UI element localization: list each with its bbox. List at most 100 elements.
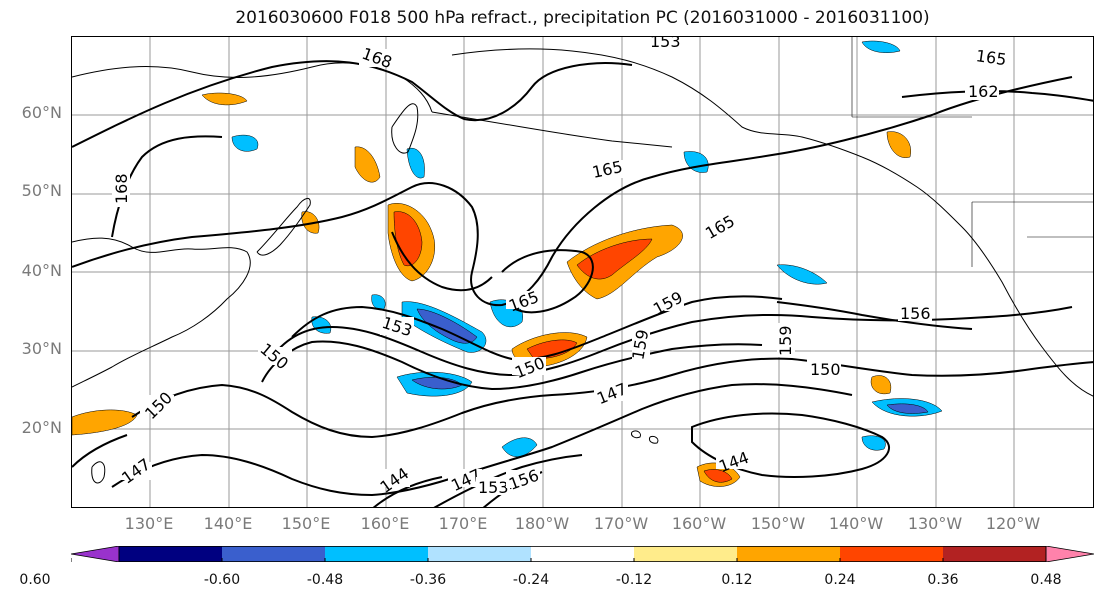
political-boundaries xyxy=(851,37,1093,267)
colorbar-tick-label: 0.36 xyxy=(927,572,959,588)
precip-negative-core xyxy=(416,308,478,344)
lon-label-160w: 160°W xyxy=(671,514,727,533)
coastline-alaska xyxy=(451,48,863,158)
contour-label: 144 xyxy=(376,464,412,497)
lon-label-120w: 120°W xyxy=(985,514,1041,533)
colorbar-segment xyxy=(531,546,634,562)
lon-label-140e: 140°E xyxy=(203,514,253,533)
lon-label-170e: 170°E xyxy=(438,514,488,533)
contour-165 xyxy=(72,76,1073,307)
contour-label: 162 xyxy=(968,82,999,101)
colorbar-extend-high xyxy=(1045,546,1094,562)
coastline-philippines xyxy=(91,461,106,484)
contour-168 xyxy=(111,135,223,238)
colorbar-segment xyxy=(325,546,428,562)
colorbar xyxy=(71,546,1094,562)
coastline-north-america-west xyxy=(861,156,1093,397)
colorbar-segment xyxy=(222,546,325,562)
precip-positive-core xyxy=(576,238,653,280)
precip-positive-region xyxy=(870,375,892,395)
colorbar-tick-label: 0.12 xyxy=(721,572,753,588)
precip-positive-region xyxy=(201,92,248,106)
precip-positive-region xyxy=(354,146,381,183)
colorbar-tick-label: 0.48 xyxy=(1030,572,1062,588)
contour-label: 159 xyxy=(776,325,795,356)
colorbar-segment xyxy=(634,546,737,562)
lat-label-60n: 60°N xyxy=(21,103,62,122)
precip-positive-core xyxy=(703,469,733,483)
colorbar-segment xyxy=(737,546,840,562)
lat-label-50n: 50°N xyxy=(21,181,62,200)
contour-label: 147 xyxy=(118,455,154,488)
graticule xyxy=(72,37,1093,507)
contour-label: 150 xyxy=(810,360,841,379)
contour-label: 168 xyxy=(359,44,394,72)
contour-162 xyxy=(901,90,1093,102)
precip-negative-region xyxy=(406,147,425,179)
contour-label: 156 xyxy=(900,304,931,323)
colorbar-segment xyxy=(119,546,222,562)
colorbar-tick-label: 0.24 xyxy=(824,572,856,588)
lon-label-170w: 170°W xyxy=(593,514,649,533)
contour-144 xyxy=(691,412,890,478)
lat-label-40n: 40°N xyxy=(21,261,62,280)
contour-label: 165 xyxy=(975,46,1008,69)
lon-label-130e: 130°E xyxy=(124,514,174,533)
precip-negative-region xyxy=(776,264,828,285)
coastline-japan xyxy=(256,198,311,256)
colorbar-frame xyxy=(118,546,1047,562)
lon-label-150w: 150°W xyxy=(750,514,806,533)
contour-label: 159 xyxy=(650,288,686,319)
contour-label: 150 xyxy=(256,339,292,373)
coastline-hawaii xyxy=(631,430,659,444)
coastline-siberia xyxy=(72,62,433,113)
lon-label-160e: 160°E xyxy=(360,514,410,533)
precip-negative-core xyxy=(886,403,929,414)
lon-label-150e: 150°E xyxy=(281,514,331,533)
lat-label-30n: 30°N xyxy=(21,339,62,358)
colorbar-tick-label: -0.48 xyxy=(306,572,344,588)
contour-label: 165 xyxy=(702,211,738,243)
precip-positive-region xyxy=(886,131,912,158)
lon-label-130w: 130°W xyxy=(907,514,963,533)
colorbar-tick-label: 0.60 xyxy=(19,572,51,588)
contour-144 xyxy=(372,476,443,507)
contour-label: 150 xyxy=(141,388,176,423)
map-panel: 168 153 165 162 168 165 165 165 153 159 … xyxy=(71,36,1094,508)
colorbar-tick-label: -0.36 xyxy=(409,572,447,588)
lat-label-20n: 20°N xyxy=(21,418,62,437)
lon-label-180w: 180°W xyxy=(514,514,570,533)
contour-150 xyxy=(72,434,128,468)
colorbar-segment xyxy=(428,546,531,562)
precip-negative-region xyxy=(683,151,709,173)
coastline-kamchatka xyxy=(391,103,419,154)
contour-165 xyxy=(501,249,594,314)
precipitation-shading xyxy=(72,40,943,487)
colorbar-tick-label: -0.60 xyxy=(203,572,241,588)
contour-168 xyxy=(72,60,633,148)
colorbar-tick-label: -0.24 xyxy=(512,572,550,588)
colorbar-extend-low xyxy=(71,546,120,562)
contour-153 xyxy=(261,340,763,391)
precip-positive-region xyxy=(301,211,320,234)
contour-159 xyxy=(776,301,973,330)
contour-label: 153 xyxy=(478,478,509,497)
contour-147 xyxy=(433,454,583,507)
colorbar-segment xyxy=(840,546,943,562)
precip-negative-region xyxy=(501,437,538,457)
lon-label-140w: 140°W xyxy=(828,514,884,533)
map-title: 2016030600 F018 500 hPa refract., precip… xyxy=(235,8,930,28)
precip-negative-region xyxy=(371,294,386,310)
precip-negative-region xyxy=(861,40,901,53)
coastline-east-asia xyxy=(72,237,251,388)
contour-label: 168 xyxy=(112,173,131,204)
precip-negative-region xyxy=(231,134,259,152)
precip-positive-region xyxy=(72,409,138,436)
contour-labels: 168 153 165 162 168 165 165 165 153 159 … xyxy=(112,37,1008,497)
contour-label: 153 xyxy=(650,37,681,51)
precip-negative-region xyxy=(861,435,886,451)
contour-165 xyxy=(391,231,493,292)
colorbar-tick-label: -0.12 xyxy=(615,572,653,588)
coastline-aleutians xyxy=(431,111,673,148)
map-canvas: 168 153 165 162 168 165 165 165 153 159 … xyxy=(72,37,1093,507)
